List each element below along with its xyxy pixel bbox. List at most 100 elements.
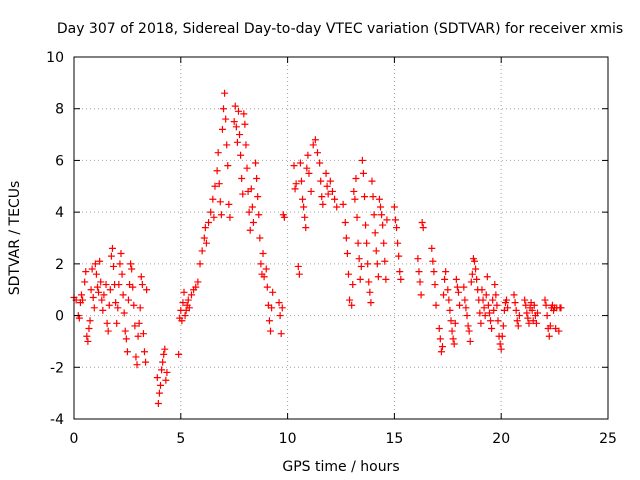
data-point: [521, 296, 529, 304]
data-point: [356, 275, 364, 283]
data-point: [496, 340, 504, 348]
data-point: [253, 175, 261, 183]
data-point: [121, 327, 129, 335]
y-tick-label: 4: [55, 205, 64, 221]
data-point: [97, 278, 105, 286]
data-point: [93, 283, 101, 291]
y-tick-label: 10: [46, 50, 64, 66]
data-point: [222, 115, 230, 123]
data-point: [98, 296, 106, 304]
data-point: [417, 291, 425, 299]
data-point: [104, 327, 112, 335]
data-point: [254, 193, 262, 201]
data-point: [221, 89, 229, 97]
data-point: [302, 224, 310, 232]
data-point: [123, 348, 131, 356]
data-point: [116, 260, 124, 268]
y-tick-label: 0: [55, 309, 64, 325]
data-point: [239, 190, 247, 198]
data-point: [112, 299, 120, 307]
data-point: [247, 185, 255, 193]
data-point: [319, 200, 327, 208]
data-point: [485, 309, 493, 317]
data-point: [395, 252, 403, 260]
data-point: [523, 309, 531, 317]
data-point: [86, 317, 94, 325]
data-point: [77, 291, 85, 299]
data-point: [117, 250, 125, 258]
data-point: [365, 278, 373, 286]
data-point: [438, 343, 446, 351]
data-point: [344, 270, 352, 278]
data-point: [380, 239, 388, 247]
data-point: [268, 304, 276, 312]
y-tick-label: 8: [55, 102, 64, 118]
data-point: [477, 319, 485, 327]
data-point: [435, 325, 443, 332]
data-point: [379, 221, 387, 229]
data-point: [135, 319, 143, 327]
data-point: [462, 304, 470, 312]
x-tick-label: 5: [176, 431, 185, 447]
data-point: [134, 332, 142, 340]
data-point: [105, 301, 113, 309]
data-point: [473, 275, 481, 283]
data-point: [83, 332, 91, 340]
data-point: [192, 283, 200, 291]
data-point: [305, 169, 313, 177]
data-point: [476, 309, 484, 317]
data-point: [280, 213, 288, 221]
data-point: [480, 304, 488, 312]
data-point: [461, 296, 469, 304]
data-point: [100, 291, 108, 299]
data-point: [124, 296, 132, 304]
data-point: [390, 203, 398, 211]
data-point: [490, 306, 498, 314]
data-point: [205, 218, 213, 226]
data-point: [131, 322, 139, 330]
data-point: [447, 317, 455, 325]
data-point: [84, 337, 92, 345]
data-point: [290, 162, 298, 170]
data-point: [316, 159, 324, 167]
data-point: [331, 195, 339, 203]
data-point: [436, 335, 444, 343]
data-point: [234, 107, 242, 115]
data-point: [303, 164, 311, 172]
data-point: [364, 260, 372, 268]
data-point: [87, 286, 95, 294]
data-point: [249, 218, 257, 226]
data-point: [524, 314, 532, 322]
data-point: [216, 198, 224, 206]
data-point: [180, 288, 188, 296]
data-point: [541, 296, 549, 304]
data-point: [377, 203, 385, 211]
data-point: [243, 164, 251, 172]
data-point: [263, 283, 271, 291]
data-point: [143, 286, 151, 294]
data-point: [218, 125, 226, 133]
data-point: [103, 319, 111, 327]
data-point: [375, 195, 383, 203]
data-point: [238, 175, 246, 183]
data-point: [278, 304, 286, 312]
data-point: [418, 218, 426, 226]
data-point: [383, 216, 391, 224]
data-point: [353, 213, 361, 221]
data-point: [362, 221, 370, 229]
data-point: [79, 296, 87, 304]
data-point: [178, 317, 186, 325]
data-point: [428, 244, 436, 252]
data-point: [448, 327, 456, 335]
data-point: [440, 291, 448, 299]
data-point: [213, 167, 221, 175]
data-point: [343, 250, 351, 258]
data-point: [346, 296, 354, 304]
data-point: [487, 317, 495, 325]
data-point: [107, 252, 115, 260]
data-point: [378, 211, 386, 219]
data-point: [397, 275, 405, 283]
data-point: [465, 327, 473, 335]
data-point: [363, 239, 371, 247]
